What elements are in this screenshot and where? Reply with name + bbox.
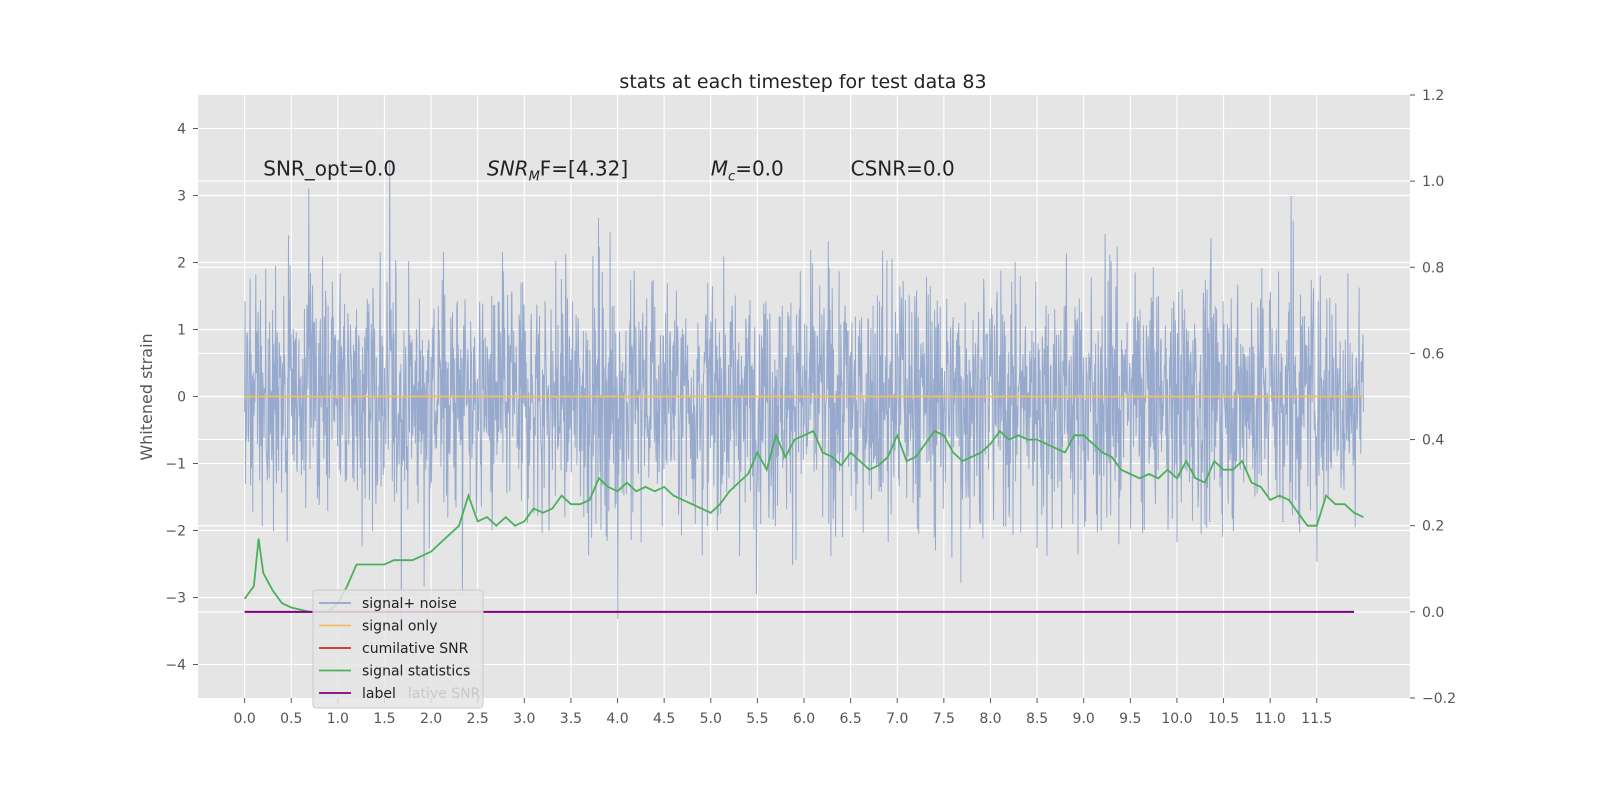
- y-tick-label: 0: [177, 390, 186, 406]
- annotation-subscript: M: [529, 169, 540, 184]
- y-tick-label: 4: [177, 122, 186, 138]
- series-signal-statistics: [243, 429, 1364, 613]
- annotation-subscript: c: [728, 169, 735, 184]
- y2-tick-label: −0.2: [1422, 691, 1456, 707]
- x-tick-label: 8.0: [979, 711, 1001, 727]
- legend-box: [312, 589, 484, 709]
- x-tick-label: 5.5: [746, 711, 768, 727]
- y-axis-right: 1.2 1.0 0.8 0.6 0.4 0.2 0.0 −0.2: [1410, 88, 1456, 707]
- x-tick-label: 9.5: [1119, 711, 1141, 727]
- x-tick-label: 11.5: [1301, 711, 1332, 727]
- x-tick-label: 3.0: [513, 711, 535, 727]
- y-tick-label: 3: [177, 189, 186, 205]
- y-tick-label: 1: [177, 323, 186, 339]
- annotation: SNR_opt=0.0: [263, 156, 396, 180]
- x-tick-label: 5.0: [700, 711, 722, 727]
- y2-tick-label: 0.0: [1422, 605, 1444, 621]
- x-tick-label: 9.0: [1073, 711, 1095, 727]
- y-tick-label: −3: [165, 591, 186, 607]
- y2-tick-label: 0.6: [1422, 346, 1444, 362]
- y2-tick-label: 1.0: [1422, 174, 1444, 190]
- y2-tick-label: 0.2: [1422, 519, 1444, 535]
- annotation-main: SNR: [487, 156, 529, 180]
- x-tick-label: 7.5: [933, 711, 955, 727]
- x-tick-label: 0.0: [233, 711, 255, 727]
- y-tick-label: −4: [165, 658, 186, 674]
- x-tick-label: 10.0: [1161, 711, 1192, 727]
- annotation: SNRMF=[4.32]: [487, 156, 628, 184]
- y-axis-left: 4 3 2 1 0 −1 −2 −3 −4: [165, 122, 198, 674]
- x-tick-label: 2.0: [420, 711, 442, 727]
- y-tick-label: 2: [177, 256, 186, 272]
- y-tick-label: −2: [165, 524, 186, 540]
- annotation-main: SNR_opt=0.0: [263, 156, 396, 180]
- legend-entry: label: [362, 686, 396, 702]
- chart-title: stats at each timestep for test data 83: [619, 71, 986, 93]
- x-tick-label: 10.5: [1208, 711, 1239, 727]
- x-tick-label: 3.5: [560, 711, 582, 727]
- y-tick-label: −1: [165, 457, 186, 473]
- x-tick-label: 1.0: [327, 711, 349, 727]
- annotation-suffix: =0.0: [735, 156, 784, 180]
- annotations: SNR_opt=0.0 SNRMF=[4.32] Mc=0.0 CSNR=0.0: [263, 156, 954, 184]
- series-signal-noise: [244, 160, 1364, 628]
- y2-tick-label: 0.8: [1422, 260, 1444, 276]
- annotation-main: M: [711, 156, 728, 180]
- legend-overlap-text: lative SNR: [408, 686, 481, 702]
- annotation: CSNR=0.0: [851, 156, 955, 180]
- legend-entry: cumilative SNR: [362, 641, 469, 657]
- y2-tick-label: 1.2: [1422, 88, 1444, 104]
- x-tick-label: 7.0: [886, 711, 908, 727]
- legend: signal+ noise signal only cumilative SNR si…: [312, 589, 484, 709]
- x-tick-label: 1.5: [373, 711, 395, 727]
- x-tick-label: 11.0: [1255, 711, 1286, 727]
- legend-entry: signal statistics: [362, 664, 470, 680]
- x-tick-label: 2.5: [467, 711, 489, 727]
- legend-entry: signal+ noise: [362, 596, 457, 612]
- x-axis: 0.0 0.5 1.0 1.5 2.0 2.5 3.0 3.5 4.0 4.5 5.0 5.5 6.0 6…: [233, 698, 1332, 727]
- annotation-main: CSNR=0.0: [851, 156, 955, 180]
- x-tick-label: 8.5: [1026, 711, 1048, 727]
- y-axis-title: Whitened strain: [137, 333, 156, 460]
- annotation-suffix: F=[4.32]: [540, 156, 628, 180]
- x-tick-label: 6.0: [793, 711, 815, 727]
- x-tick-label: 4.0: [606, 711, 628, 727]
- noise-trace: [244, 160, 1364, 628]
- x-tick-label: 6.5: [839, 711, 861, 727]
- annotation: Mc=0.0: [711, 156, 784, 184]
- x-tick-label: 0.5: [280, 711, 302, 727]
- legend-entry: signal only: [362, 619, 437, 635]
- y2-tick-label: 0.4: [1422, 433, 1444, 449]
- x-tick-label: 4.5: [653, 711, 675, 727]
